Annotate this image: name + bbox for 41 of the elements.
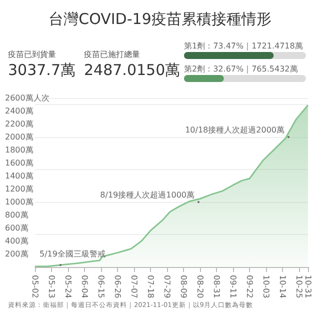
y-tick-label: 2400萬 <box>5 106 34 116</box>
annotation: 5/19全國三級警戒 <box>40 250 106 259</box>
text: 疫苗已到貨量 <box>8 49 57 60</box>
x-tick-label: 10-14 <box>278 275 287 298</box>
x-tick-label: 06-04 <box>80 275 89 298</box>
annotation: 8/19接種人次超過1000萬 <box>100 190 194 200</box>
x-tick-label: 08-31 <box>212 275 221 298</box>
y-tick-label: 1600萬 <box>5 158 34 168</box>
y-tick-label: 1200萬 <box>5 184 34 194</box>
text: 疫苗已施打總量 <box>84 49 141 60</box>
y-tick-label: 1400萬 <box>5 172 34 180</box>
text: 台灣COVID-19疫苗累積接種情形 <box>48 10 272 29</box>
x-tick-label: 05-02 <box>30 275 40 298</box>
y-tick-label: 400萬 <box>5 236 28 246</box>
x-tick-label: 07-18 <box>146 275 155 298</box>
y-tick-label: 600萬 <box>5 224 28 232</box>
y-tick-label: 1000萬 <box>5 198 34 206</box>
y-tick-label: 2000萬 <box>5 132 34 142</box>
x-tick-label: 09-11 <box>228 275 238 298</box>
text: 3037.7萬 <box>8 61 76 80</box>
x-tick-label: 10-03 <box>262 275 270 298</box>
y-tick-label: 1800萬 <box>5 146 34 154</box>
data-label: 第1劑：73.47%｜1721.4718萬 <box>184 42 303 50</box>
x-tick-label: 10-25 <box>294 275 304 298</box>
x-tick-label: 10-31 <box>304 275 312 298</box>
x-tick-label: 09-22 <box>245 275 254 298</box>
y-tick-label: 2200萬 <box>5 120 34 128</box>
x-tick-label: 08-20 <box>196 275 204 298</box>
x-tick-label: 06-26 <box>113 275 122 298</box>
text: 2487.0150萬 <box>84 61 180 80</box>
x-tick-label: 06-15 <box>96 275 106 298</box>
y-tick-label: 800萬 <box>5 210 28 220</box>
x-tick-label: 07-07 <box>130 275 138 298</box>
y-tick-label: 200萬 <box>5 250 28 258</box>
annotation: 10/18接種人次超過2000萬 <box>185 126 284 134</box>
x-tick-label: 05-24 <box>64 275 72 298</box>
x-tick-label: 05-13 <box>47 275 56 298</box>
data-label: 第2劑：32.67%｜765.5432萬 <box>184 64 298 74</box>
y-tick-label: 2600萬人次 <box>5 94 50 102</box>
x-tick-label: 08-09 <box>179 275 188 298</box>
x-tick-label: 07-29 <box>162 275 172 298</box>
